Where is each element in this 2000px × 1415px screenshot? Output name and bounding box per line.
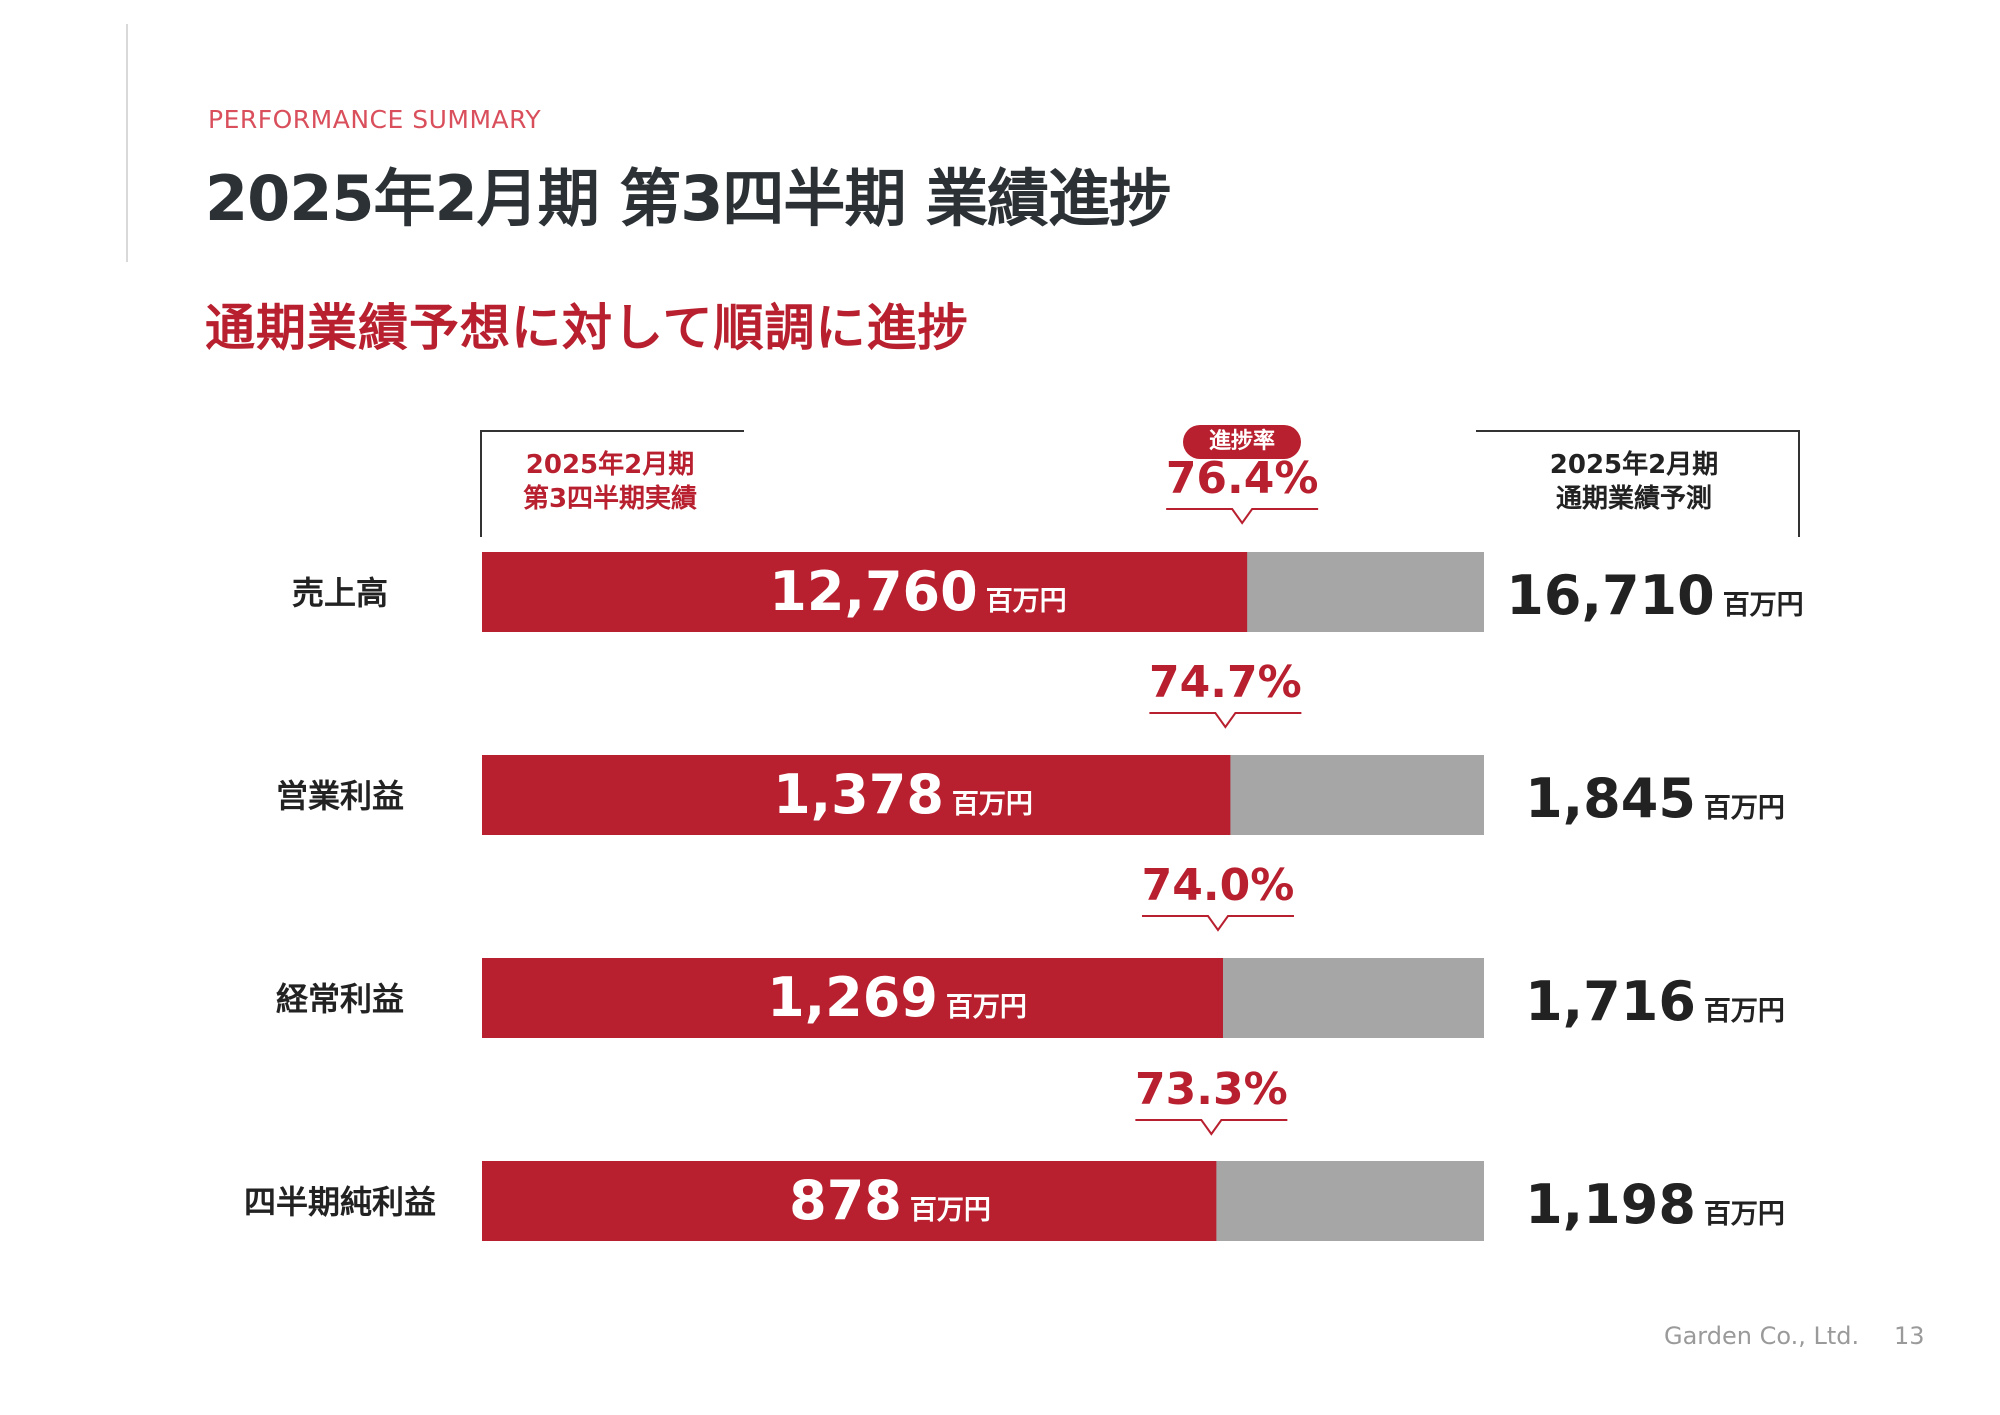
actual-bar: [482, 755, 1231, 835]
forecast-value-number: 1,845: [1525, 767, 1696, 830]
forecast-value-unit: 百万円: [1723, 590, 1804, 621]
forecast-value-unit: 百万円: [1704, 1199, 1785, 1230]
actual-column-bracket: [480, 430, 744, 537]
category-label-text: 四半期純利益: [244, 1183, 436, 1221]
actual-header-line2: 第3四半期実績: [522, 484, 698, 514]
progress-rate-label: 76.4%: [1166, 453, 1319, 504]
actual-value-label: 1,269 百万円: [767, 966, 1027, 1029]
category-label: 営業利益: [276, 777, 404, 815]
actual-value-unit: 百万円: [952, 789, 1033, 820]
progress-rate-number: 73.3%: [1135, 1064, 1288, 1115]
actual-value-unit: 百万円: [946, 992, 1027, 1023]
category-label-text: 売上高: [292, 574, 388, 612]
actual-value-unit: 百万円: [910, 1195, 991, 1226]
forecast-value-label: 1,716 百万円: [1525, 970, 1785, 1033]
actual-value-number: 12,760: [769, 560, 977, 623]
forecast-value-label: 16,710 百万円: [1506, 564, 1803, 627]
actual-value-label: 1,378 百万円: [773, 763, 1033, 826]
forecast-value-label: 1,845 百万円: [1525, 767, 1785, 830]
progress-callout-pointer: [1166, 508, 1319, 525]
progress-callout-pointer: [1135, 1119, 1288, 1136]
progress-rate-badge: 進捗率: [1183, 425, 1301, 459]
progress-callout-pointer: [1149, 712, 1302, 729]
forecast-column-header: 2025年2月期 通期業績予測: [1498, 448, 1770, 516]
actual-bar: [482, 1161, 1217, 1241]
forecast-value-unit: 百万円: [1704, 793, 1785, 824]
actual-value-number: 1,378: [773, 763, 944, 826]
footer-page-number: 13: [1894, 1322, 1925, 1350]
forecast-value-number: 16,710: [1506, 564, 1714, 627]
forecast-header-line2: 通期業績予測: [1555, 484, 1712, 514]
forecast-value-number: 1,716: [1525, 970, 1696, 1033]
progress-callout-pointer: [1141, 915, 1294, 932]
actual-bar: [482, 552, 1248, 632]
actual-value-number: 1,269: [767, 966, 938, 1029]
progress-rate-number: 74.7%: [1149, 657, 1302, 708]
page-subtitle: 通期業績予想に対して順調に進捗: [205, 299, 969, 357]
category-label-text: 営業利益: [276, 777, 404, 815]
actual-value-unit: 百万円: [986, 586, 1067, 617]
category-label: 四半期純利益: [244, 1183, 436, 1221]
forecast-value-label: 1,198 百万円: [1525, 1173, 1785, 1236]
actual-value-label: 878 百万円: [789, 1169, 991, 1232]
page-title: 2025年2月期 第3四半期 業績進捗: [205, 162, 1171, 235]
actual-value-label: 12,760 百万円: [769, 560, 1066, 623]
progress-rate-label: 74.7%: [1149, 657, 1302, 708]
footer-company: Garden Co., Ltd.: [1664, 1322, 1860, 1350]
category-label: 売上高: [292, 574, 388, 612]
progress-rate-number: 74.0%: [1142, 860, 1295, 911]
category-label-text: 経常利益: [276, 980, 404, 1018]
actual-column-header: 2025年2月期 第3四半期実績: [480, 448, 740, 516]
forecast-value-number: 1,198: [1525, 1173, 1696, 1236]
actual-header-line1: 2025年2月期: [525, 450, 695, 480]
progress-rate-number: 76.4%: [1166, 453, 1319, 504]
progress-rate-label: 74.0%: [1142, 860, 1295, 911]
actual-value-number: 878: [789, 1169, 902, 1232]
progress-rate-label: 73.3%: [1135, 1064, 1288, 1115]
section-eyebrow: PERFORMANCE SUMMARY: [208, 105, 542, 134]
forecast-header-line1: 2025年2月期: [1549, 450, 1719, 480]
forecast-value-unit: 百万円: [1704, 996, 1785, 1027]
category-label: 経常利益: [276, 980, 404, 1018]
actual-bar: [482, 958, 1223, 1038]
header-divider-line: [126, 24, 128, 262]
forecast-column-bracket: [1476, 430, 1800, 537]
